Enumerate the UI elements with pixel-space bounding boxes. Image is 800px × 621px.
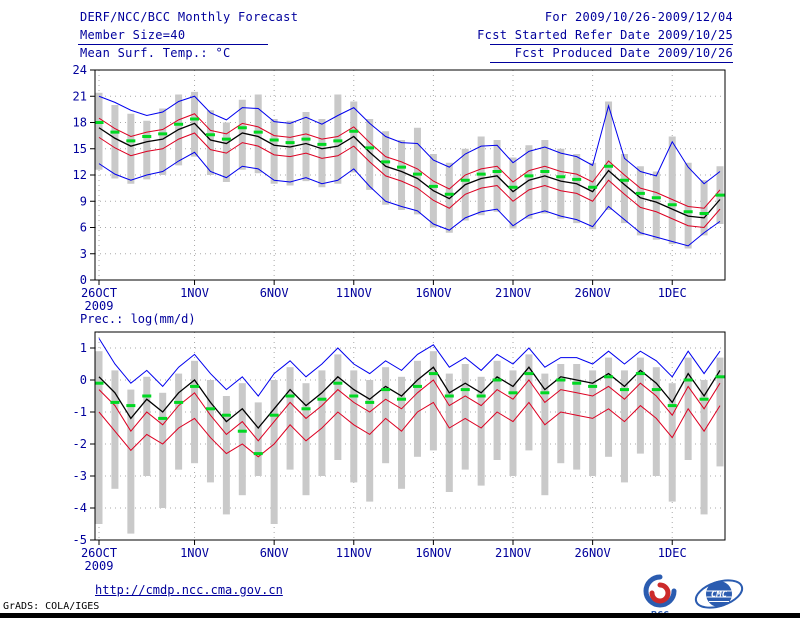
svg-text:1DEC: 1DEC	[658, 286, 687, 300]
svg-text:18: 18	[73, 116, 87, 130]
svg-text:9: 9	[80, 194, 87, 208]
cmdp-website-link[interactable]: http://cmdp.ncc.cma.gov.cn	[95, 583, 283, 597]
svg-text:6NOV: 6NOV	[260, 286, 289, 300]
svg-text:6NOV: 6NOV	[260, 546, 289, 560]
svg-text:16NOV: 16NOV	[415, 546, 451, 560]
svg-text:26NOV: 26NOV	[575, 286, 611, 300]
produced-date-label: Fcst Produced Date 2009/10/26	[514, 46, 733, 60]
svg-text:21: 21	[73, 89, 87, 103]
svg-text:21NOV: 21NOV	[495, 286, 531, 300]
svg-text:1NOV: 1NOV	[180, 546, 209, 560]
svg-text:-3: -3	[73, 469, 87, 483]
svg-text:12: 12	[73, 168, 87, 182]
svg-text:2009: 2009	[85, 299, 114, 312]
svg-text:26OCT: 26OCT	[81, 546, 117, 560]
svg-text:24: 24	[73, 63, 87, 77]
svg-text:0: 0	[80, 273, 87, 287]
cmc-logo-latitude-lines	[706, 590, 732, 602]
svg-text:2009: 2009	[85, 559, 114, 573]
svg-text:-5: -5	[73, 533, 87, 547]
temp-variable-label: Mean Surf. Temp.: °C	[80, 46, 231, 60]
bcc-logo-red-swirl	[649, 582, 671, 604]
svg-text:11NOV: 11NOV	[336, 286, 372, 300]
svg-text:11NOV: 11NOV	[336, 546, 372, 560]
svg-text:6: 6	[80, 221, 87, 235]
svg-text:1: 1	[80, 341, 87, 355]
cmc-logo-globe	[706, 581, 732, 607]
svg-text:16NOV: 16NOV	[415, 286, 451, 300]
cmc-logo: CMC	[694, 579, 744, 609]
grads-credit: GrADS: COLA/IGES	[3, 601, 100, 612]
svg-text:3: 3	[80, 247, 87, 261]
refer-date-label: Fcst Started Refer Date 2009/10/25	[477, 28, 733, 42]
svg-text:26OCT: 26OCT	[81, 286, 117, 300]
svg-text:15: 15	[73, 142, 87, 156]
svg-text:21NOV: 21NOV	[495, 546, 531, 560]
svg-text:1NOV: 1NOV	[180, 286, 209, 300]
svg-text:-4: -4	[73, 501, 87, 515]
header-divider-right-1	[490, 44, 733, 45]
bcc-logo-blue-swirl	[643, 574, 677, 608]
cmc-logo-orbit-ring-front	[695, 579, 743, 609]
cmc-logo-label: CMC	[711, 590, 728, 600]
svg-text:-2: -2	[73, 437, 87, 451]
svg-text:-1: -1	[73, 405, 87, 419]
bottom-border	[0, 613, 800, 618]
forecast-range-label: For 2009/10/26-2009/12/04	[544, 10, 733, 24]
svg-text:1DEC: 1DEC	[658, 546, 687, 560]
prec-variable-label: Prec.: log(mm/d)	[80, 312, 196, 326]
member-size-label: Member Size=40	[80, 28, 186, 42]
page-title: DERF/NCC/BCC Monthly Forecast	[80, 10, 299, 24]
svg-text:26NOV: 26NOV	[575, 546, 611, 560]
header-divider-left	[78, 44, 268, 45]
svg-text:0: 0	[80, 373, 87, 387]
header-divider-right-2	[490, 62, 733, 63]
